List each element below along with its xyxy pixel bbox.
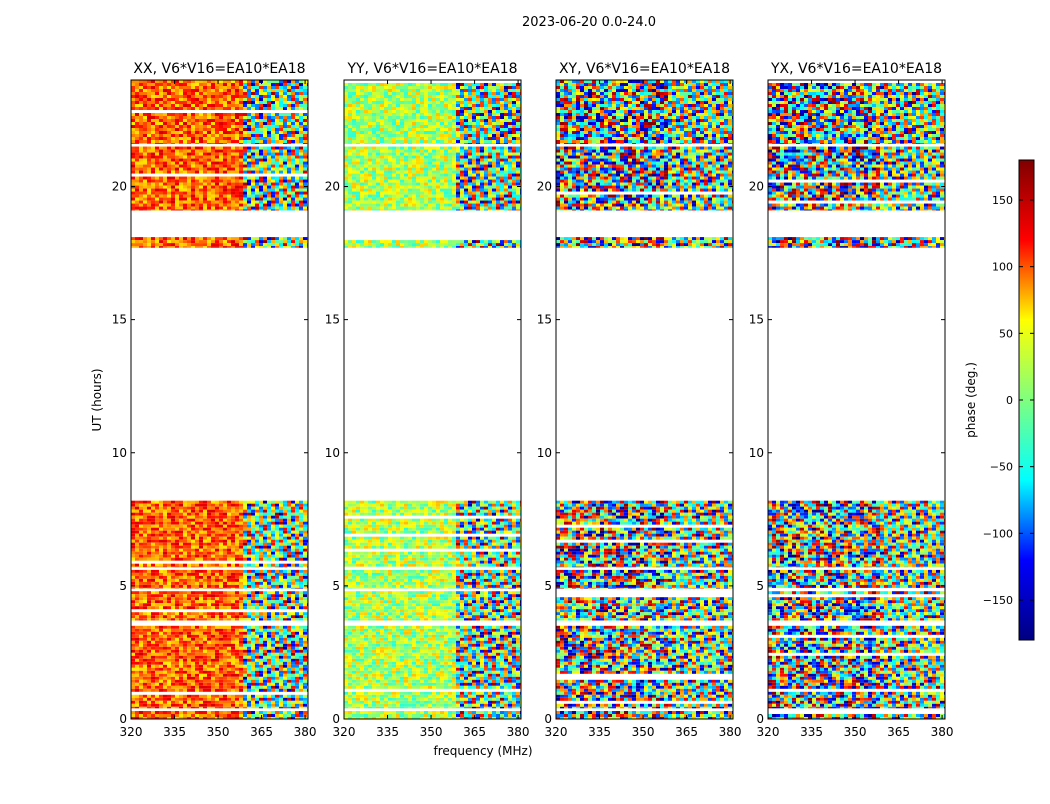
y-tick-label-xy: 5 — [544, 579, 552, 593]
heatmap-yx — [768, 83, 948, 719]
x-tick-label-xx: 335 — [163, 725, 186, 739]
x-tick-label-yy: 380 — [507, 725, 530, 739]
panel-yx: YX, V6*V16=EA10*EA18 320 335 350 365 380 0 5 10 1… — [749, 61, 954, 739]
y-tick-label-xy: 10 — [537, 446, 552, 460]
heatmap-xx — [131, 80, 311, 719]
x-tick-label-yy: 320 — [333, 725, 356, 739]
x-tick-label-yx: 320 — [757, 725, 780, 739]
panel-title-yx: YX, V6*V16=EA10*EA18 — [770, 61, 942, 77]
y-tick-label-yy: 10 — [325, 446, 340, 460]
x-tick-label-yx: 335 — [800, 725, 823, 739]
y-tick-label-xx: 5 — [119, 579, 127, 593]
y-tick-label-xx: 0 — [119, 712, 127, 726]
colorbar: 150 100 50 0 −50 −100 −150 phase (deg.) — [964, 160, 1034, 640]
y-tick-label-xy: 15 — [537, 313, 552, 327]
colorbar-label: phase (deg.) — [964, 362, 978, 438]
x-tick-label-xy: 350 — [632, 725, 655, 739]
x-tick-label-yx: 350 — [844, 725, 867, 739]
colorbar-tick-label: 100 — [992, 261, 1013, 274]
x-tick-label-xy: 335 — [588, 725, 611, 739]
x-tick-label-yx: 380 — [931, 725, 954, 739]
y-tick-label-xx: 15 — [112, 313, 127, 327]
colorbar-tick-label: −150 — [983, 594, 1013, 607]
x-tick-label-xx: 320 — [120, 725, 143, 739]
heatmap-yy — [344, 83, 524, 719]
heatmap-xy — [556, 80, 736, 719]
figure-title: 2023-06-20 0.0-24.0 — [522, 15, 656, 30]
x-tick-label-yy: 365 — [463, 725, 486, 739]
y-tick-label-yx: 0 — [756, 712, 764, 726]
y-axis-label: UT (hours) — [90, 368, 104, 431]
y-tick-label-yy: 20 — [325, 180, 340, 194]
y-tick-label-yy: 5 — [332, 579, 340, 593]
panel-title-xy: XY, V6*V16=EA10*EA18 — [559, 61, 730, 77]
x-tick-label-xx: 380 — [294, 725, 317, 739]
x-tick-label-yy: 335 — [376, 725, 399, 739]
y-tick-label-xy: 0 — [544, 712, 552, 726]
panel-yy: YY, V6*V16=EA10*EA18 320 335 350 365 380 0 5 10 1… — [325, 61, 530, 739]
x-tick-label-yx: 365 — [887, 725, 910, 739]
colorbar-tick-label: 0 — [1006, 394, 1013, 407]
y-tick-label-yx: 20 — [749, 180, 764, 194]
x-axis-label: frequency (MHz) — [433, 744, 532, 758]
panel-title-yy: YY, V6*V16=EA10*EA18 — [346, 61, 517, 77]
y-tick-label-xy: 20 — [537, 180, 552, 194]
panel-xy: XY, V6*V16=EA10*EA18 320 335 350 365 380 0 5 10 1… — [537, 61, 742, 739]
y-tick-label-yx: 5 — [756, 579, 764, 593]
panel-xx: XX, V6*V16=EA10*EA18 320 335 350 365 380 0 5 10 1… — [112, 61, 317, 739]
colorbar-tick-label: 50 — [999, 327, 1013, 340]
panel-frame-xx — [131, 80, 308, 719]
y-tick-label-xx: 10 — [112, 446, 127, 460]
colorbar-tick-label: −50 — [990, 461, 1013, 474]
x-tick-label-xx: 350 — [207, 725, 230, 739]
y-tick-label-yy: 15 — [325, 313, 340, 327]
x-tick-label-xy: 320 — [545, 725, 568, 739]
x-tick-label-xy: 365 — [675, 725, 698, 739]
x-tick-label-xy: 380 — [719, 725, 742, 739]
x-tick-label-yy: 350 — [420, 725, 443, 739]
y-tick-label-xx: 20 — [112, 180, 127, 194]
y-tick-label-yx: 10 — [749, 446, 764, 460]
panel-title-xx: XX, V6*V16=EA10*EA18 — [133, 61, 305, 77]
y-tick-label-yy: 0 — [332, 712, 340, 726]
colorbar-tick-label: 150 — [992, 194, 1013, 207]
y-tick-label-yx: 15 — [749, 313, 764, 327]
x-tick-label-xx: 365 — [250, 725, 273, 739]
colorbar-tick-label: −100 — [983, 527, 1013, 540]
